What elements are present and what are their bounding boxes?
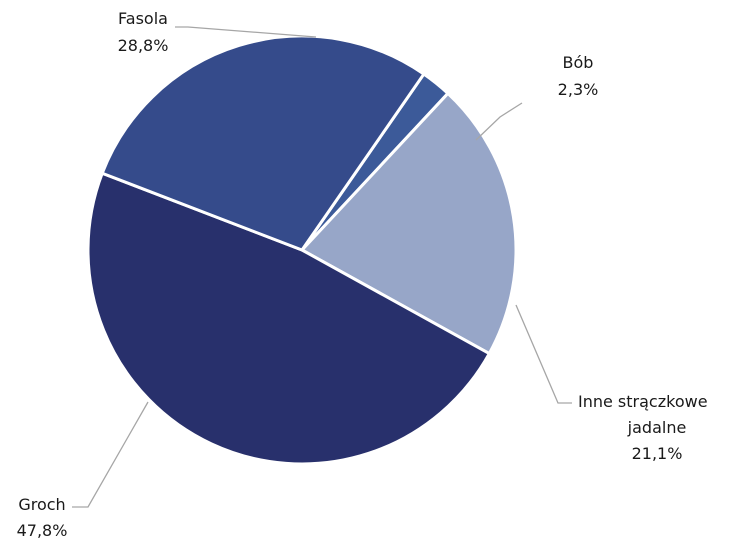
data-label-inne-strączkowe-jadalne: Inne strączkowe jadalne 21,1%	[578, 392, 708, 463]
data-label-groch: Groch 47,8%	[17, 495, 68, 539]
leader-lines	[72, 26, 572, 508]
pie-slice-groch	[86, 171, 491, 466]
slice-labels: Bób 2,3% Inne strączkowe jadalne 21,1% Groch 4…	[17, 9, 708, 539]
data-label-bób: Bób 2,3%	[558, 53, 599, 99]
pie-slices	[86, 34, 518, 466]
pie-slice-fasola	[100, 34, 426, 252]
leader-line-bób	[475, 102, 523, 141]
pie-slice-inne-strączkowe-jadalne	[300, 91, 518, 356]
leader-line-fasola	[175, 26, 317, 38]
leader-line-inne-strączkowe-jadalne	[515, 304, 572, 404]
leader-line-groch	[72, 401, 149, 508]
data-label-fasola: Fasola 28,8%	[118, 9, 169, 55]
